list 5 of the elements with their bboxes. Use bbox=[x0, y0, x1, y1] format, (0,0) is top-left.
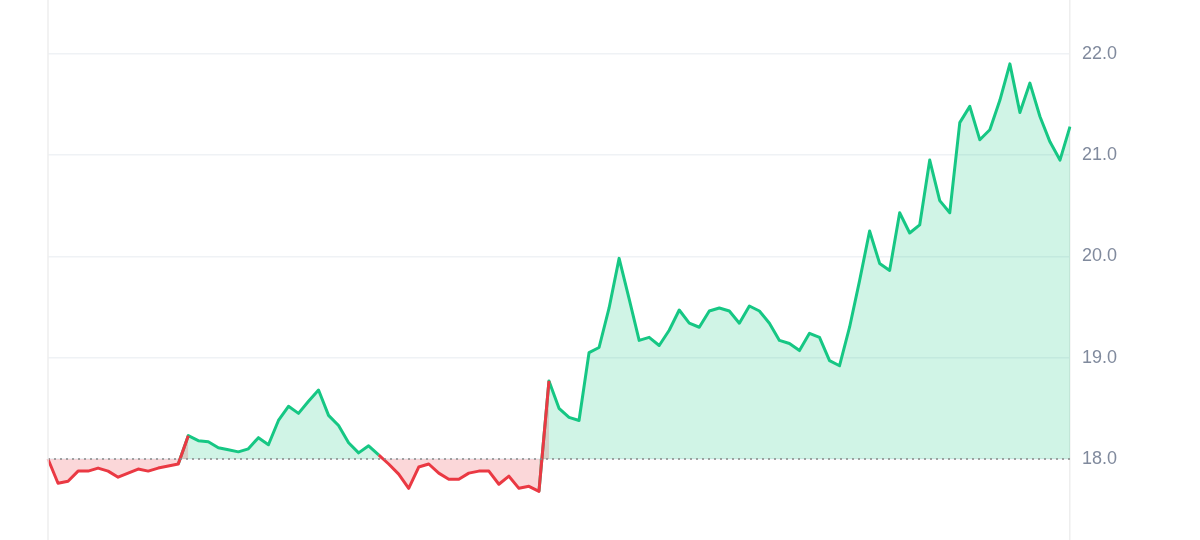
y-tick-label: 21.0 bbox=[1082, 143, 1118, 164]
y-tick-label: 19.0 bbox=[1082, 346, 1118, 367]
y-tick-label: 20.0 bbox=[1082, 245, 1118, 266]
y-tick-label: 22.0 bbox=[1082, 42, 1118, 63]
y-tick-label: 18.0 bbox=[1082, 447, 1118, 468]
